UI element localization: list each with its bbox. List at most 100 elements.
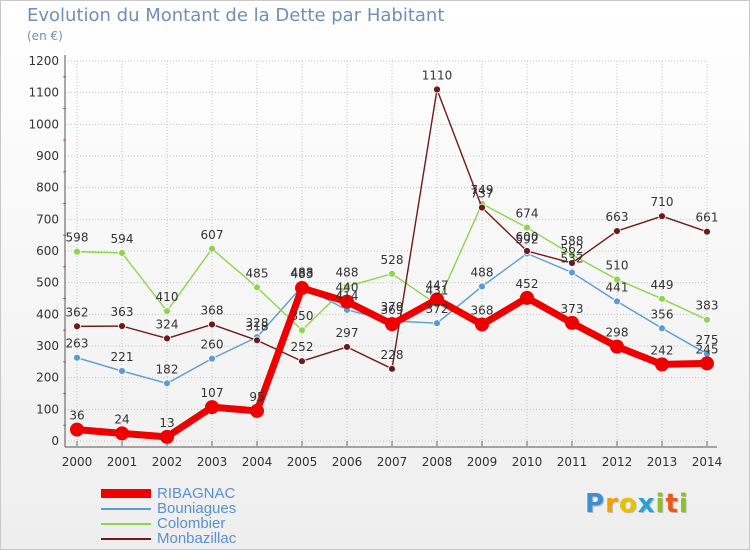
data-point-colombier (208, 244, 216, 253)
data-label-bouniagues: 532 (561, 252, 584, 266)
data-point-ribagnac (655, 357, 669, 372)
data-point-monbazillac (658, 212, 666, 221)
data-label-colombier: 598 (66, 231, 89, 245)
data-point-colombier (658, 294, 666, 303)
data-label-monbazillac: 663 (606, 210, 629, 224)
data-point-bouniagues (433, 319, 441, 328)
y-tick-label: 500 (36, 276, 59, 290)
data-label-bouniagues: 275 (696, 333, 719, 347)
data-label-bouniagues: 414 (336, 289, 359, 303)
data-point-ribagnac (610, 339, 624, 354)
data-point-colombier (118, 248, 126, 257)
data-label-bouniagues: 260 (201, 338, 224, 352)
x-tick-label: 2007 (377, 455, 408, 469)
data-point-colombier (253, 283, 261, 292)
legend-item-ribagnac: RIBAGNAC (101, 486, 236, 501)
x-tick-label: 2004 (242, 455, 273, 469)
data-label-monbazillac: 710 (651, 195, 674, 209)
data-point-ribagnac (115, 426, 129, 441)
data-point-monbazillac (163, 334, 171, 343)
data-label-bouniagues: 328 (246, 316, 269, 330)
data-label-colombier: 674 (516, 207, 539, 221)
y-tick-label: 300 (36, 339, 59, 353)
data-point-monbazillac (253, 336, 261, 345)
data-point-bouniagues (478, 282, 486, 291)
data-label-colombier: 588 (561, 234, 584, 248)
data-point-colombier (298, 326, 306, 335)
x-tick-label: 2001 (107, 455, 138, 469)
y-tick-label: 0 (51, 434, 59, 448)
data-point-bouniagues (613, 297, 621, 306)
data-label-ribagnac: 245 (696, 342, 719, 356)
data-label-colombier: 528 (381, 253, 404, 267)
data-point-monbazillac (343, 343, 351, 351)
y-tick-label: 1200 (28, 54, 59, 68)
data-label-monbazillac: 318 (246, 319, 269, 333)
y-tick-label: 900 (36, 149, 59, 163)
legend-label-monbazillac: Monbazillac (157, 530, 237, 547)
data-label-ribagnac: 368 (471, 303, 494, 317)
axes: 0 100 200 300 400 500 600 700 800 900 1000 1100 1200… (28, 54, 722, 469)
data-point-ribagnac (385, 317, 399, 332)
data-label-bouniagues: 379 (381, 300, 404, 314)
legend: RIBAGNAC Bouniagues Colombier Monbazillac (101, 486, 236, 546)
data-labels: 263 221 182 260 328 488 414 379 372 488 592 532 441 3… (66, 69, 719, 430)
legend-label-colombier: Colombier (157, 515, 226, 532)
y-tick-label: 100 (36, 402, 59, 416)
data-point-colombier (613, 275, 621, 284)
data-point-colombier (703, 315, 711, 324)
legend-item-colombier: Colombier (101, 516, 236, 531)
legend-label-bouniagues: Bouniagues (157, 500, 237, 517)
data-label-monbazillac: 368 (201, 303, 224, 317)
data-label-monbazillac: 362 (66, 305, 89, 319)
data-point-ribagnac (565, 315, 579, 330)
data-point-monbazillac (613, 227, 621, 235)
data-label-monbazillac: 252 (291, 340, 314, 354)
data-label-bouniagues: 592 (516, 233, 539, 247)
data-label-colombier: 510 (606, 259, 629, 273)
data-label-ribagnac: 483 (291, 267, 314, 281)
data-point-monbazillac (703, 227, 711, 236)
data-point-monbazillac (298, 357, 306, 366)
proxiti-logo: Proxiti (585, 489, 689, 519)
data-point-monbazillac (478, 203, 486, 212)
x-tick-label: 2013 (647, 455, 678, 469)
data-point-bouniagues (658, 324, 666, 333)
data-label-colombier: 431 (426, 284, 449, 298)
data-point-colombier (523, 223, 531, 232)
data-label-ribagnac: 452 (516, 277, 539, 291)
y-tick-label: 1100 (28, 86, 59, 100)
data-label-ribagnac: 95 (249, 390, 264, 404)
data-label-monbazillac: 297 (336, 326, 359, 340)
x-tick-label: 2002 (152, 455, 183, 469)
data-label-ribagnac: 373 (561, 302, 584, 316)
x-tick-label: 2011 (557, 455, 588, 469)
data-point-ribagnac (340, 294, 354, 309)
data-label-colombier: 383 (696, 299, 719, 313)
data-point-bouniagues (163, 379, 171, 388)
legend-swatch-monbazillac (101, 537, 151, 540)
data-point-colombier (388, 269, 396, 278)
x-tick-label: 2010 (512, 455, 543, 469)
y-tick-label: 400 (36, 307, 59, 321)
x-tick-label: 2008 (422, 455, 453, 469)
data-point-ribagnac (700, 356, 714, 371)
data-label-monbazillac: 661 (696, 211, 719, 225)
legend-label-ribagnac: RIBAGNAC (157, 485, 236, 502)
data-point-ribagnac (205, 400, 219, 415)
data-label-ribagnac: 369 (381, 303, 404, 317)
data-label-colombier: 485 (246, 266, 269, 280)
x-tick-label: 2003 (197, 455, 228, 469)
data-point-bouniagues (208, 354, 216, 363)
data-label-colombier: 410 (156, 290, 179, 304)
y-tick-label: 1000 (28, 117, 59, 131)
data-label-bouniagues: 488 (291, 265, 314, 279)
data-point-monbazillac (118, 322, 126, 330)
data-point-monbazillac (73, 322, 81, 331)
data-label-colombier: 488 (336, 265, 359, 279)
data-point-monbazillac (523, 247, 531, 255)
data-label-colombier: 449 (651, 278, 674, 292)
data-label-ribagnac: 242 (651, 343, 674, 357)
